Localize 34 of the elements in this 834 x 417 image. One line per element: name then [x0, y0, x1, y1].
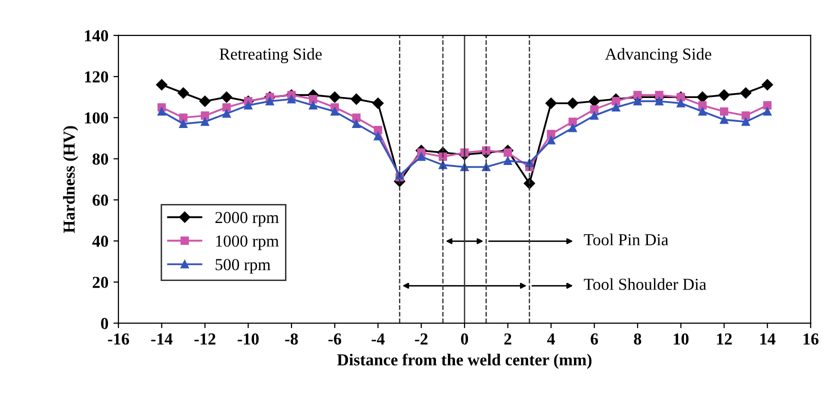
x-tick-label: 2	[504, 333, 512, 344]
x-tick-label: 14	[760, 333, 776, 344]
x-tick-label: 12	[717, 333, 732, 344]
y-axis-title: Hardness (HV)	[63, 126, 78, 233]
x-tick-label: 8	[634, 333, 642, 345]
x-tick-label: -4	[372, 333, 385, 344]
x-tick-label: -14	[151, 333, 172, 344]
y-tick-label: 40	[92, 236, 108, 247]
legend-label: 500 rpm	[216, 259, 270, 274]
y-tick-label: 120	[85, 71, 108, 82]
y-tick-label: 80	[92, 153, 108, 165]
x-tick-label: 6	[590, 333, 598, 345]
annotation: Tool Pin Dia	[584, 234, 668, 246]
y-tick-label: 0	[101, 318, 108, 330]
legend-label: 2000 rpm	[215, 212, 279, 227]
y-tick-label: 60	[92, 194, 108, 206]
y-tick-label: 20	[92, 276, 108, 288]
legend-label: 1000 rpm	[216, 235, 279, 250]
x-tick-label: 4	[547, 333, 555, 344]
x-tick-label: -10	[238, 333, 259, 345]
annotation: Advancing Side	[605, 48, 712, 64]
x-tick-label: 0	[461, 333, 468, 345]
x-tick-label: -6	[328, 333, 342, 345]
y-tick-label: 100	[85, 112, 108, 124]
annotation: Retreating Side	[220, 48, 322, 64]
x-tick-label: -16	[108, 333, 130, 345]
annotation: Tool Shoulder Dia	[584, 278, 706, 290]
y-tick-label: 140	[85, 30, 108, 42]
x-tick-label: -12	[194, 333, 216, 344]
x-tick-label: 10	[674, 333, 689, 345]
x-axis-title: Distance from the weld center (mm)	[337, 354, 592, 369]
x-tick-label: 16	[804, 333, 818, 345]
x-tick-label: -2	[414, 333, 428, 344]
x-tick-label: -8	[285, 333, 298, 345]
